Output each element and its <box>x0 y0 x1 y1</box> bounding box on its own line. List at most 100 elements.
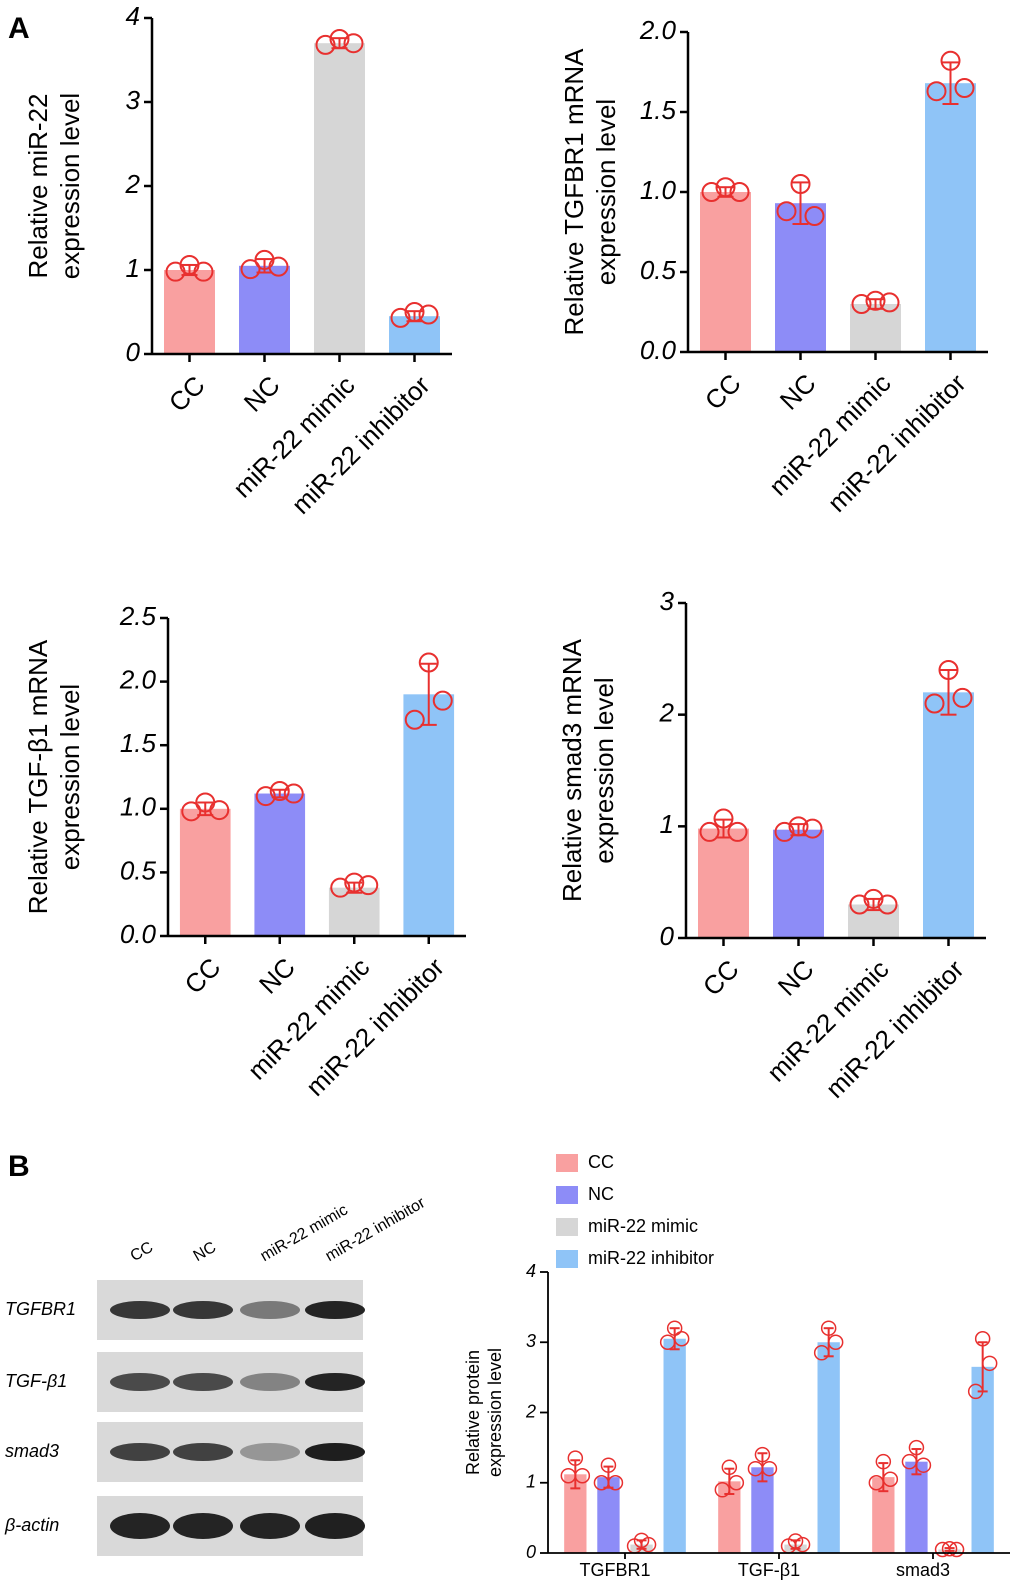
bar <box>179 808 231 936</box>
data-point <box>882 1471 899 1487</box>
data-point <box>879 292 900 313</box>
blot-row-label: β-actin <box>4 1515 59 1535</box>
blot-band <box>110 1443 170 1461</box>
y-tick-label: 1 <box>126 253 140 283</box>
blot-band <box>173 1513 233 1539</box>
data-point <box>851 294 872 314</box>
bar <box>905 1461 928 1553</box>
data-point <box>865 290 886 311</box>
data-point <box>967 1383 984 1400</box>
data-point <box>209 800 230 821</box>
blot-band <box>240 1301 300 1319</box>
x-tick-label: NC <box>253 952 301 1000</box>
data-point <box>804 206 825 226</box>
y-axis-label: Relative miR-22 <box>23 94 53 279</box>
bar <box>314 43 365 354</box>
legend-label: miR-22 inhibitor <box>588 1248 714 1268</box>
data-point <box>790 174 811 194</box>
y-tick-label: 3 <box>126 85 141 115</box>
panel-label: B <box>8 1150 30 1183</box>
x-tick-label: NC <box>774 368 822 416</box>
y-tick-label: 0.5 <box>120 855 157 885</box>
data-point <box>713 808 734 829</box>
blot-row-label: TGFBR1 <box>5 1299 76 1319</box>
data-point <box>418 652 439 673</box>
data-point <box>729 182 750 202</box>
blot-lane-label: CC <box>128 1239 157 1265</box>
y-tick-label: 0.0 <box>120 919 157 949</box>
data-point <box>283 783 304 804</box>
data-point <box>432 690 453 711</box>
data-point <box>754 1446 771 1463</box>
y-tick-label: 0.0 <box>640 335 677 365</box>
y-axis-label: Relative smad3 mRNA <box>557 638 587 902</box>
y-tick-label: 1 <box>660 809 674 839</box>
x-tick-label: CC <box>163 370 211 418</box>
data-point <box>269 780 290 801</box>
data-point <box>954 78 975 98</box>
bar <box>403 694 455 936</box>
data-point <box>908 1439 925 1456</box>
blot-band <box>305 1443 365 1461</box>
y-tick-label: 2 <box>125 169 141 199</box>
blot-band <box>110 1373 170 1391</box>
data-point <box>329 29 350 49</box>
data-point <box>924 693 945 714</box>
y-tick-label: 4 <box>526 1261 536 1281</box>
bar <box>239 265 290 354</box>
blot-lane-label: NC <box>191 1239 220 1265</box>
data-point <box>827 1334 844 1350</box>
blot-band <box>305 1513 365 1539</box>
y-tick-label: 2.0 <box>119 664 157 694</box>
y-tick-label: 2 <box>525 1401 536 1421</box>
x-tick-label: miR-22 inhibitor <box>822 368 972 518</box>
x-tick-label: smad3 <box>896 1560 950 1580</box>
x-tick-label: miR-22 inhibitor <box>300 952 450 1102</box>
x-tick-label: miR-22 inhibitor <box>286 370 436 520</box>
blot-band <box>240 1443 300 1461</box>
y-tick-label: 0 <box>526 1542 536 1562</box>
data-point <box>193 261 214 282</box>
legend-swatch <box>556 1154 578 1172</box>
y-tick-label: 3 <box>526 1331 536 1351</box>
data-point <box>659 1334 676 1350</box>
bar <box>925 83 976 352</box>
legend-label: CC <box>588 1152 614 1172</box>
data-point <box>877 894 898 915</box>
y-axis-label: expression level <box>591 99 621 285</box>
data-point <box>607 1475 624 1491</box>
blot-band <box>110 1513 170 1539</box>
bar <box>663 1338 686 1553</box>
y-tick-label: 0 <box>660 921 675 951</box>
blot-band <box>305 1301 365 1319</box>
legend-swatch <box>556 1186 578 1204</box>
blot-band <box>305 1373 365 1391</box>
bar <box>775 203 826 352</box>
blot-band <box>110 1301 170 1319</box>
data-point <box>863 888 884 909</box>
data-point <box>787 1533 804 1549</box>
data-point <box>875 1453 892 1470</box>
y-tick-label: 2.0 <box>639 15 677 45</box>
data-point <box>802 818 823 839</box>
data-point <box>940 50 961 71</box>
legend-label: miR-22 mimic <box>588 1216 698 1236</box>
x-tick-label: TGFBR1 <box>579 1560 650 1580</box>
y-tick-label: 3 <box>660 586 675 616</box>
data-point <box>728 1475 745 1491</box>
bar <box>164 270 215 354</box>
data-point <box>761 1460 778 1477</box>
bar <box>872 1477 895 1553</box>
y-axis-label: expression level <box>55 684 85 870</box>
data-point <box>268 256 289 277</box>
y-axis-label: Relative TGFBR1 mRNA <box>559 48 589 336</box>
y-tick-label: 2.5 <box>119 601 157 631</box>
x-tick-label: CC <box>699 368 747 416</box>
data-point <box>901 1453 918 1470</box>
data-point <box>673 1330 690 1347</box>
bar <box>564 1474 587 1553</box>
data-point <box>358 875 379 896</box>
data-point <box>820 1320 837 1336</box>
